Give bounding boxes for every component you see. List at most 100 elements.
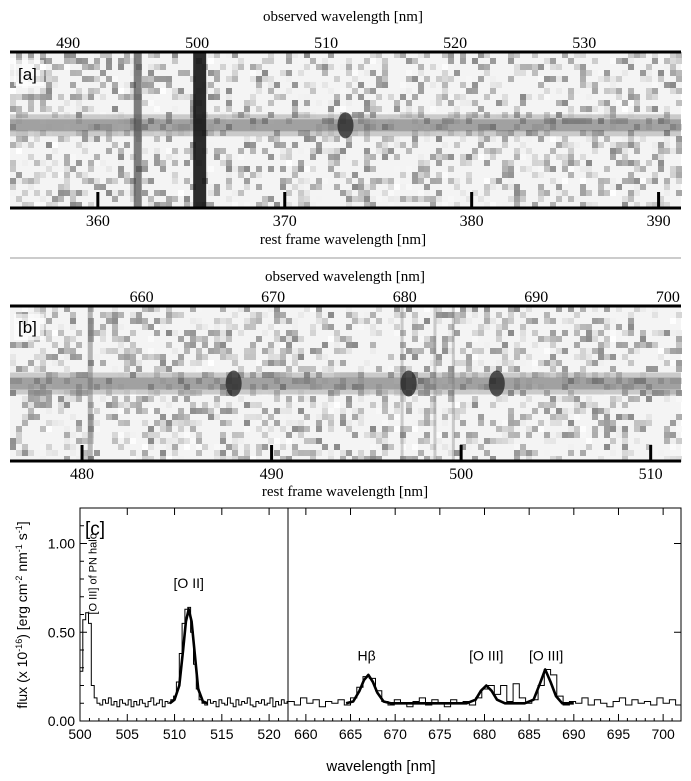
noise-pixel [424,438,430,444]
noise-pixel [16,426,22,432]
noise-pixel [580,324,586,330]
noise-pixel [118,432,124,438]
noise-pixel [64,444,70,450]
noise-pixel [118,324,124,330]
noise-pixel [544,372,550,378]
noise-pixel [40,426,46,432]
noise-pixel [640,390,646,396]
noise-pixel [46,154,52,160]
noise-pixel [616,142,622,148]
noise-pixel [376,390,382,396]
noise-pixel [46,372,52,378]
noise-pixel [232,166,238,172]
noise-pixel [184,196,190,202]
noise-pixel [610,178,616,184]
noise-pixel [22,444,28,450]
noise-pixel [118,444,124,450]
noise-pixel [196,438,202,444]
noise-pixel [574,142,580,148]
noise-pixel [370,312,376,318]
noise-pixel [610,330,616,336]
noise-pixel [154,52,160,58]
noise-pixel [640,184,646,190]
noise-pixel [634,148,640,154]
noise-pixel [322,324,328,330]
noise-pixel [394,366,400,372]
noise-pixel [358,82,364,88]
noise-pixel [430,124,436,130]
noise-pixel [430,396,436,402]
noise-pixel [364,160,370,166]
noise-pixel [244,142,250,148]
noise-pixel [394,414,400,420]
noise-pixel [472,58,478,64]
noise-pixel [166,148,172,154]
noise-pixel [388,366,394,372]
noise-pixel [298,196,304,202]
noise-pixel [628,330,634,336]
noise-pixel [82,450,88,456]
noise-pixel [142,354,148,360]
noise-pixel [82,432,88,438]
noise-pixel [178,384,184,390]
noise-pixel [154,324,160,330]
noise-pixel [442,172,448,178]
noise-pixel [58,196,64,202]
noise-pixel [190,318,196,324]
noise-pixel [100,184,106,190]
noise-pixel [124,118,130,124]
noise-pixel [226,118,232,124]
noise-pixel [556,112,562,118]
noise-pixel [550,136,556,142]
noise-pixel [304,178,310,184]
noise-pixel [214,348,220,354]
noise-pixel [262,432,268,438]
noise-pixel [616,100,622,106]
noise-pixel [34,202,40,208]
noise-pixel [310,136,316,142]
noise-pixel [88,166,94,172]
noise-pixel [88,360,94,366]
noise-pixel [628,100,634,106]
noise-pixel [382,444,388,450]
noise-pixel [142,444,148,450]
noise-pixel [316,354,322,360]
noise-pixel [214,76,220,82]
noise-pixel [214,318,220,324]
noise-pixel [370,432,376,438]
noise-pixel [292,106,298,112]
noise-pixel [148,82,154,88]
noise-pixel [460,52,466,58]
noise-pixel [178,426,184,432]
noise-pixel [148,348,154,354]
noise-pixel [538,196,544,202]
noise-pixel [148,52,154,58]
noise-pixel [436,190,442,196]
noise-pixel [544,438,550,444]
noise-pixel [46,190,52,196]
noise-pixel [418,324,424,330]
noise-pixel [616,76,622,82]
noise-pixel [160,202,166,208]
noise-pixel [574,184,580,190]
noise-pixel [136,318,142,324]
noise-pixel [388,324,394,330]
noise-pixel [652,172,658,178]
noise-pixel [52,112,58,118]
noise-pixel [322,64,328,70]
noise-pixel [496,100,502,106]
noise-pixel [562,178,568,184]
step-spectrum-line [80,606,288,708]
noise-pixel [214,118,220,124]
noise-pixel [46,76,52,82]
noise-pixel [346,450,352,456]
noise-pixel [340,172,346,178]
noise-pixel [130,354,136,360]
noise-pixel [298,202,304,208]
noise-pixel [34,408,40,414]
rest-tick-label: 490 [260,466,284,483]
noise-pixel [226,318,232,324]
noise-pixel [676,136,682,142]
noise-pixel [466,160,472,166]
observed-tick-label: 490 [56,35,80,52]
